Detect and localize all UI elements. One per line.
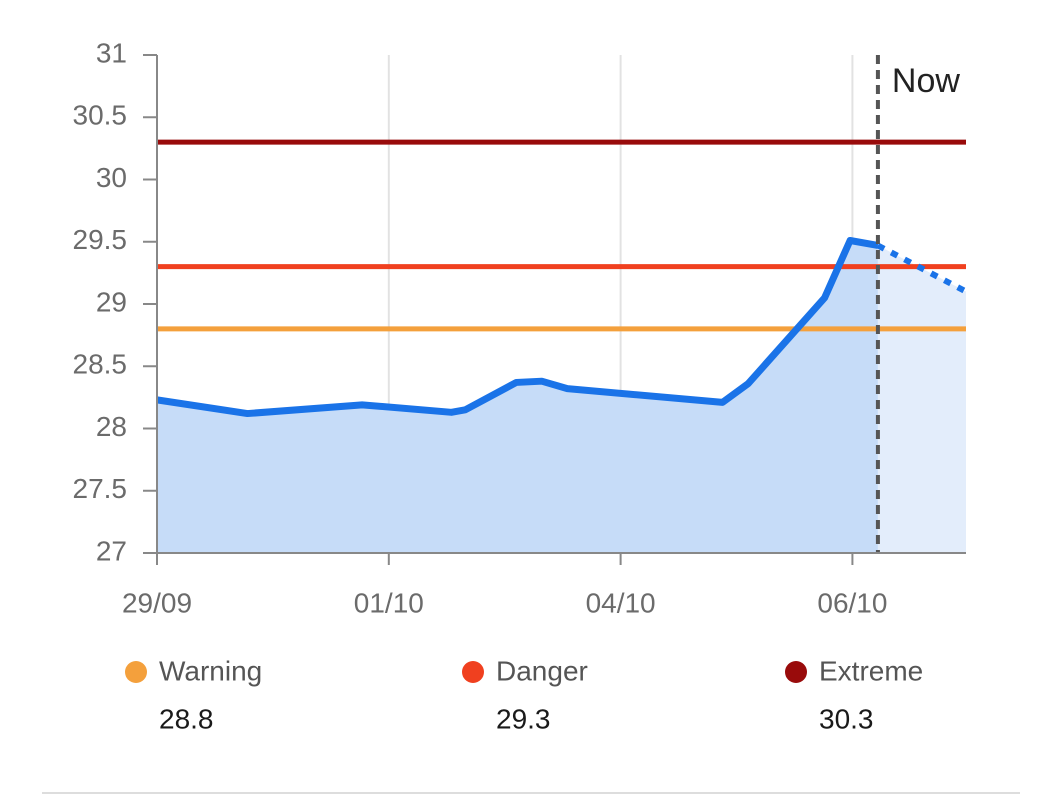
legend-dot [785, 661, 807, 683]
y-tick-label: 27.5 [73, 473, 128, 504]
y-tick-label: 28.5 [73, 349, 128, 380]
y-tick-label: 29.5 [73, 224, 128, 255]
now-label: Now [892, 62, 960, 100]
x-tick-label: 04/10 [586, 587, 656, 618]
y-tick-label: 27 [96, 535, 127, 566]
y-tick-label: 30 [96, 162, 127, 193]
legend-value: 29.3 [496, 703, 551, 734]
legend-label: Extreme [819, 655, 923, 686]
legend-dot [462, 661, 484, 683]
x-tick-label: 06/10 [817, 587, 887, 618]
y-tick-label: 31 [96, 37, 127, 68]
area [877, 245, 966, 554]
data-line [156, 237, 879, 418]
x-tick-label: 01/10 [354, 587, 424, 618]
data-line [876, 242, 968, 295]
x-tick-label: 29/09 [122, 587, 192, 618]
legend-value: 28.8 [159, 703, 214, 734]
legend-label: Warning [159, 655, 262, 686]
legend-dot [125, 661, 147, 683]
y-tick-label: 29 [96, 286, 127, 317]
y-tick-label: 28 [96, 411, 127, 442]
area [157, 240, 878, 553]
legend-label: Danger [496, 655, 588, 686]
legend-value: 30.3 [819, 703, 874, 734]
y-tick-label: 30.5 [73, 100, 128, 131]
